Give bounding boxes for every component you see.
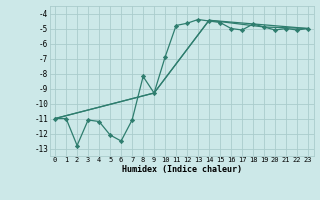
X-axis label: Humidex (Indice chaleur): Humidex (Indice chaleur) — [122, 165, 242, 174]
